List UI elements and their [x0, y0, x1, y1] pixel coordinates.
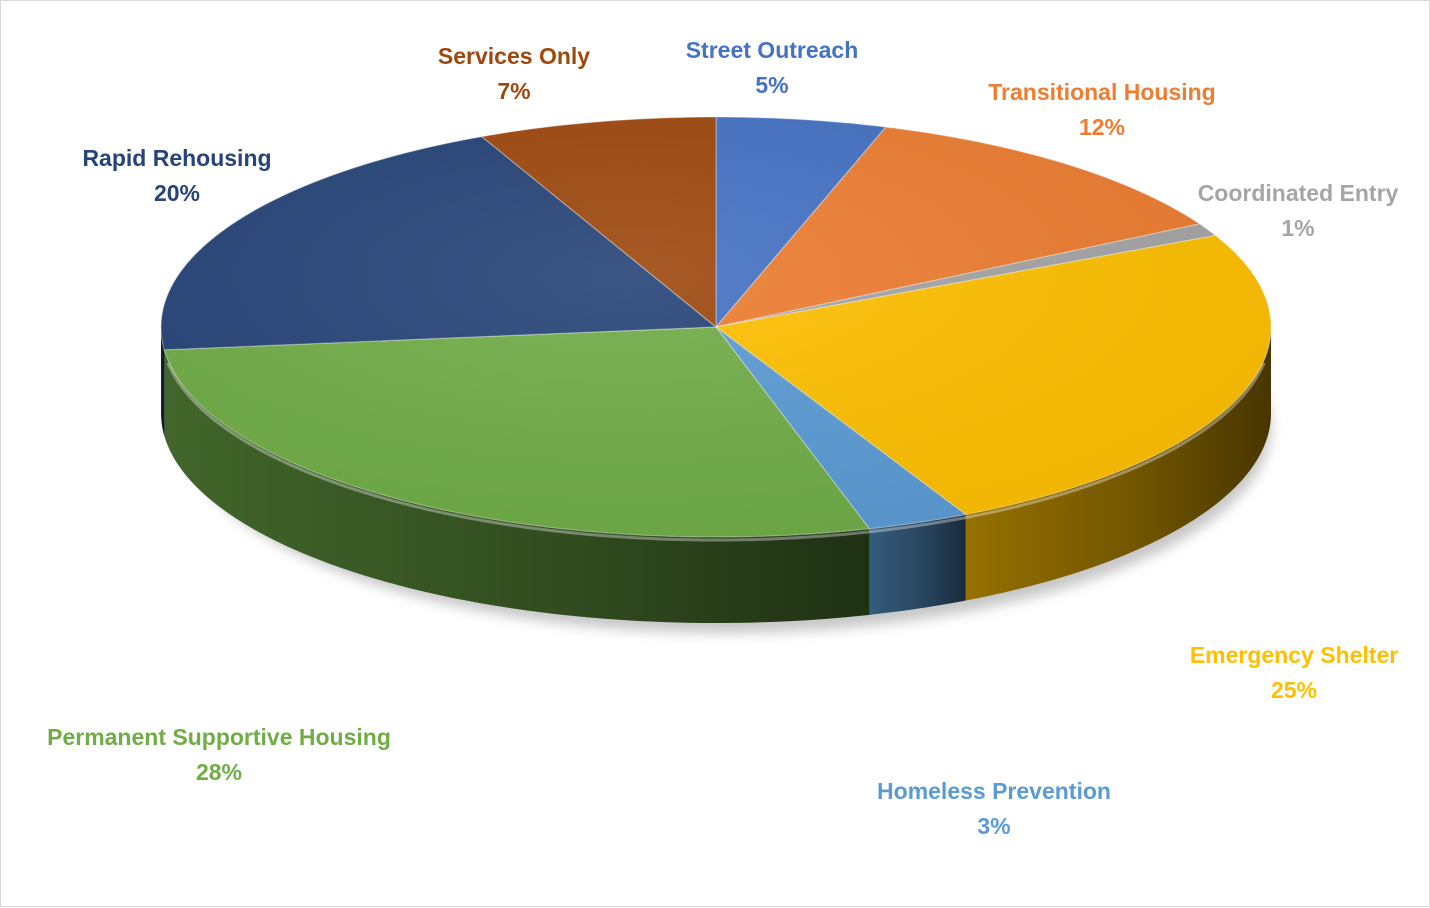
data-label-homeless-prevention: Homeless Prevention 3% — [877, 778, 1111, 839]
data-label-name: Coordinated Entry — [1198, 180, 1399, 206]
data-label-coordinated-entry: Coordinated Entry 1% — [1198, 180, 1399, 241]
data-label-name: Transitional Housing — [988, 79, 1215, 105]
data-label-value: 28% — [196, 759, 242, 785]
data-label-permanent-supportive-housing: Permanent Supportive Housing 28% — [47, 724, 391, 785]
data-label-value: 5% — [755, 72, 788, 98]
pie-side-permanent-supportive-housing — [164, 349, 870, 623]
data-label-name: Permanent Supportive Housing — [47, 724, 391, 750]
data-label-name: Rapid Rehousing — [82, 145, 271, 171]
data-label-street-outreach: Street Outreach 5% — [686, 37, 859, 98]
data-label-value: 7% — [497, 78, 530, 104]
data-label-value: 25% — [1271, 677, 1317, 703]
data-label-value: 3% — [977, 813, 1010, 839]
data-label-name: Street Outreach — [686, 37, 859, 63]
data-label-value: 20% — [154, 180, 200, 206]
data-label-value: 1% — [1281, 215, 1314, 241]
data-label-value: 12% — [1079, 114, 1125, 140]
data-label-name: Emergency Shelter — [1190, 642, 1398, 668]
pie-side-rapid-rehousing — [161, 327, 165, 436]
data-label-name: Services Only — [438, 43, 590, 69]
data-label-services-only: Services Only 7% — [438, 43, 590, 104]
data-label-transitional-housing: Transitional Housing 12% — [988, 79, 1215, 140]
pie-side-homeless-prevention — [869, 514, 966, 615]
data-label-emergency-shelter: Emergency Shelter 25% — [1190, 642, 1398, 703]
pie-top-highlight — [161, 117, 1271, 537]
data-label-rapid-rehousing: Rapid Rehousing 20% — [82, 145, 271, 206]
pie-rim-highlight — [166, 362, 1266, 542]
pie-side-emergency-shelter — [965, 327, 1271, 601]
data-label-name: Homeless Prevention — [877, 778, 1111, 804]
